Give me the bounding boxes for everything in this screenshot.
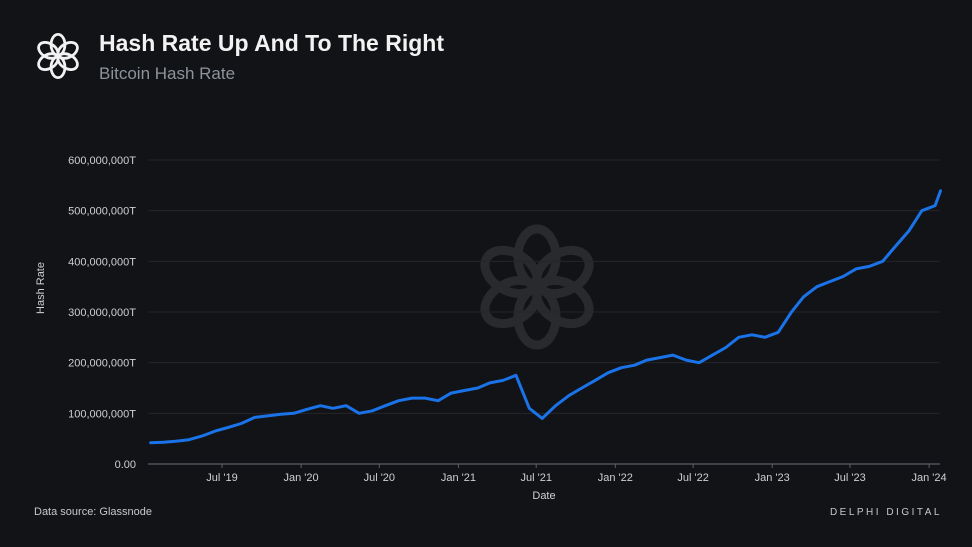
hash-rate-point (488, 381, 491, 385)
hash-rate-point (868, 265, 871, 268)
hash-rate-point (200, 434, 203, 438)
hash-rate-point (894, 244, 897, 248)
hash-rate-point (841, 275, 845, 278)
hash-rate-point (187, 438, 191, 441)
hash-rate-point (331, 407, 335, 410)
hash-rate-point (514, 374, 518, 377)
x-axis-label: Date (532, 490, 555, 502)
hash-rate-point (410, 396, 414, 400)
hash-rate-point (226, 426, 230, 429)
hash-rate-series-line (150, 189, 943, 445)
hash-rate-point (750, 333, 754, 336)
hash-rate-point (240, 422, 243, 425)
hash-rate-point (266, 414, 269, 418)
y-tick-label: 300,000,000T (68, 307, 136, 319)
delphi-logo-icon (37, 32, 79, 80)
hash-rate-point (920, 209, 923, 212)
y-tick-label: 100,000,000T (68, 408, 136, 420)
x-tick-label: Jul '19 (206, 472, 237, 484)
hash-rate-point (580, 386, 583, 390)
hash-rate-point (567, 394, 571, 397)
hash-rate-point (162, 441, 165, 444)
hash-rate-point (345, 404, 348, 407)
y-tick-label: 500,000,000T (68, 206, 136, 218)
hash-rate-point (371, 409, 374, 412)
hash-rate-point (279, 413, 283, 416)
hash-rate-point (476, 386, 479, 390)
hash-rate-point (815, 285, 819, 288)
hash-rate-point (685, 358, 688, 362)
hash-rate-point (697, 361, 701, 364)
hash-rate-point (658, 356, 662, 359)
hash-rate-point (711, 353, 714, 357)
hash-rate-point (463, 389, 466, 392)
hash-rate-point (633, 364, 636, 367)
x-tick-label: Jan '21 (441, 472, 476, 484)
hash-rate-point (724, 346, 727, 349)
hash-rate-point (423, 396, 427, 400)
hash-rate-point (292, 412, 295, 415)
x-tick-label: Jul '22 (677, 472, 708, 484)
hash-rate-point (802, 295, 805, 298)
y-tick-label: 0.00 (115, 459, 136, 471)
x-tick-label: Jan '23 (755, 472, 790, 484)
hash-rate-point (606, 371, 610, 374)
hash-rate-point (645, 358, 648, 362)
hash-rate-point (541, 417, 544, 420)
hash-rate-point (501, 379, 505, 382)
x-tick-label: Jan '20 (284, 472, 319, 484)
hash-rate-point (253, 416, 256, 419)
hash-rate-point (671, 353, 675, 357)
x-tick-label: Jan '22 (598, 472, 633, 484)
x-tick-label: Jan '24 (912, 472, 947, 484)
hash-rate-point (881, 260, 884, 263)
hash-rate-point (907, 229, 911, 233)
hash-rate-point (305, 408, 309, 411)
hash-rate-point (397, 399, 400, 402)
hash-rate-point (828, 280, 831, 283)
data-source-note: Data source: Glassnode (34, 506, 153, 518)
hash-rate-point (554, 404, 557, 407)
hash-rate-point (939, 189, 942, 192)
hash-rate-point (737, 336, 740, 339)
hash-rate-point (449, 391, 453, 395)
hash-rate-point (357, 412, 361, 415)
hash-rate-point (593, 379, 597, 382)
x-tick-label: Jul '21 (520, 472, 551, 484)
hash-rate-point (319, 404, 322, 407)
hash-rate-point (149, 441, 152, 444)
y-axis-label: Hash Rate (35, 262, 47, 314)
hash-rate-point (384, 404, 387, 407)
y-tick-label: 200,000,000T (68, 358, 136, 370)
hash-rate-point (933, 204, 937, 207)
brand-wordmark: DELPHI DIGITAL (829, 507, 942, 518)
chart-title: Hash Rate Up And To The Right (99, 30, 444, 56)
hash-rate-point (763, 336, 767, 339)
hash-rate-point (854, 267, 858, 271)
chart-subtitle: Bitcoin Hash Rate (99, 64, 236, 83)
hash-rate-point (790, 310, 793, 314)
hash-rate-point (437, 399, 440, 402)
hash-rate-point (620, 366, 623, 369)
hash-rate-point (528, 407, 531, 410)
watermark-icon (480, 224, 594, 350)
hash-rate-point (777, 331, 780, 334)
y-tick-label: 600,000,000T (68, 155, 136, 167)
x-tick-label: Jul '20 (364, 472, 395, 484)
y-tick-label: 400,000,000T (68, 256, 136, 268)
hash-rate-point (213, 429, 217, 433)
hash-rate-point (174, 440, 177, 443)
x-tick-label: Jul '23 (834, 472, 865, 484)
